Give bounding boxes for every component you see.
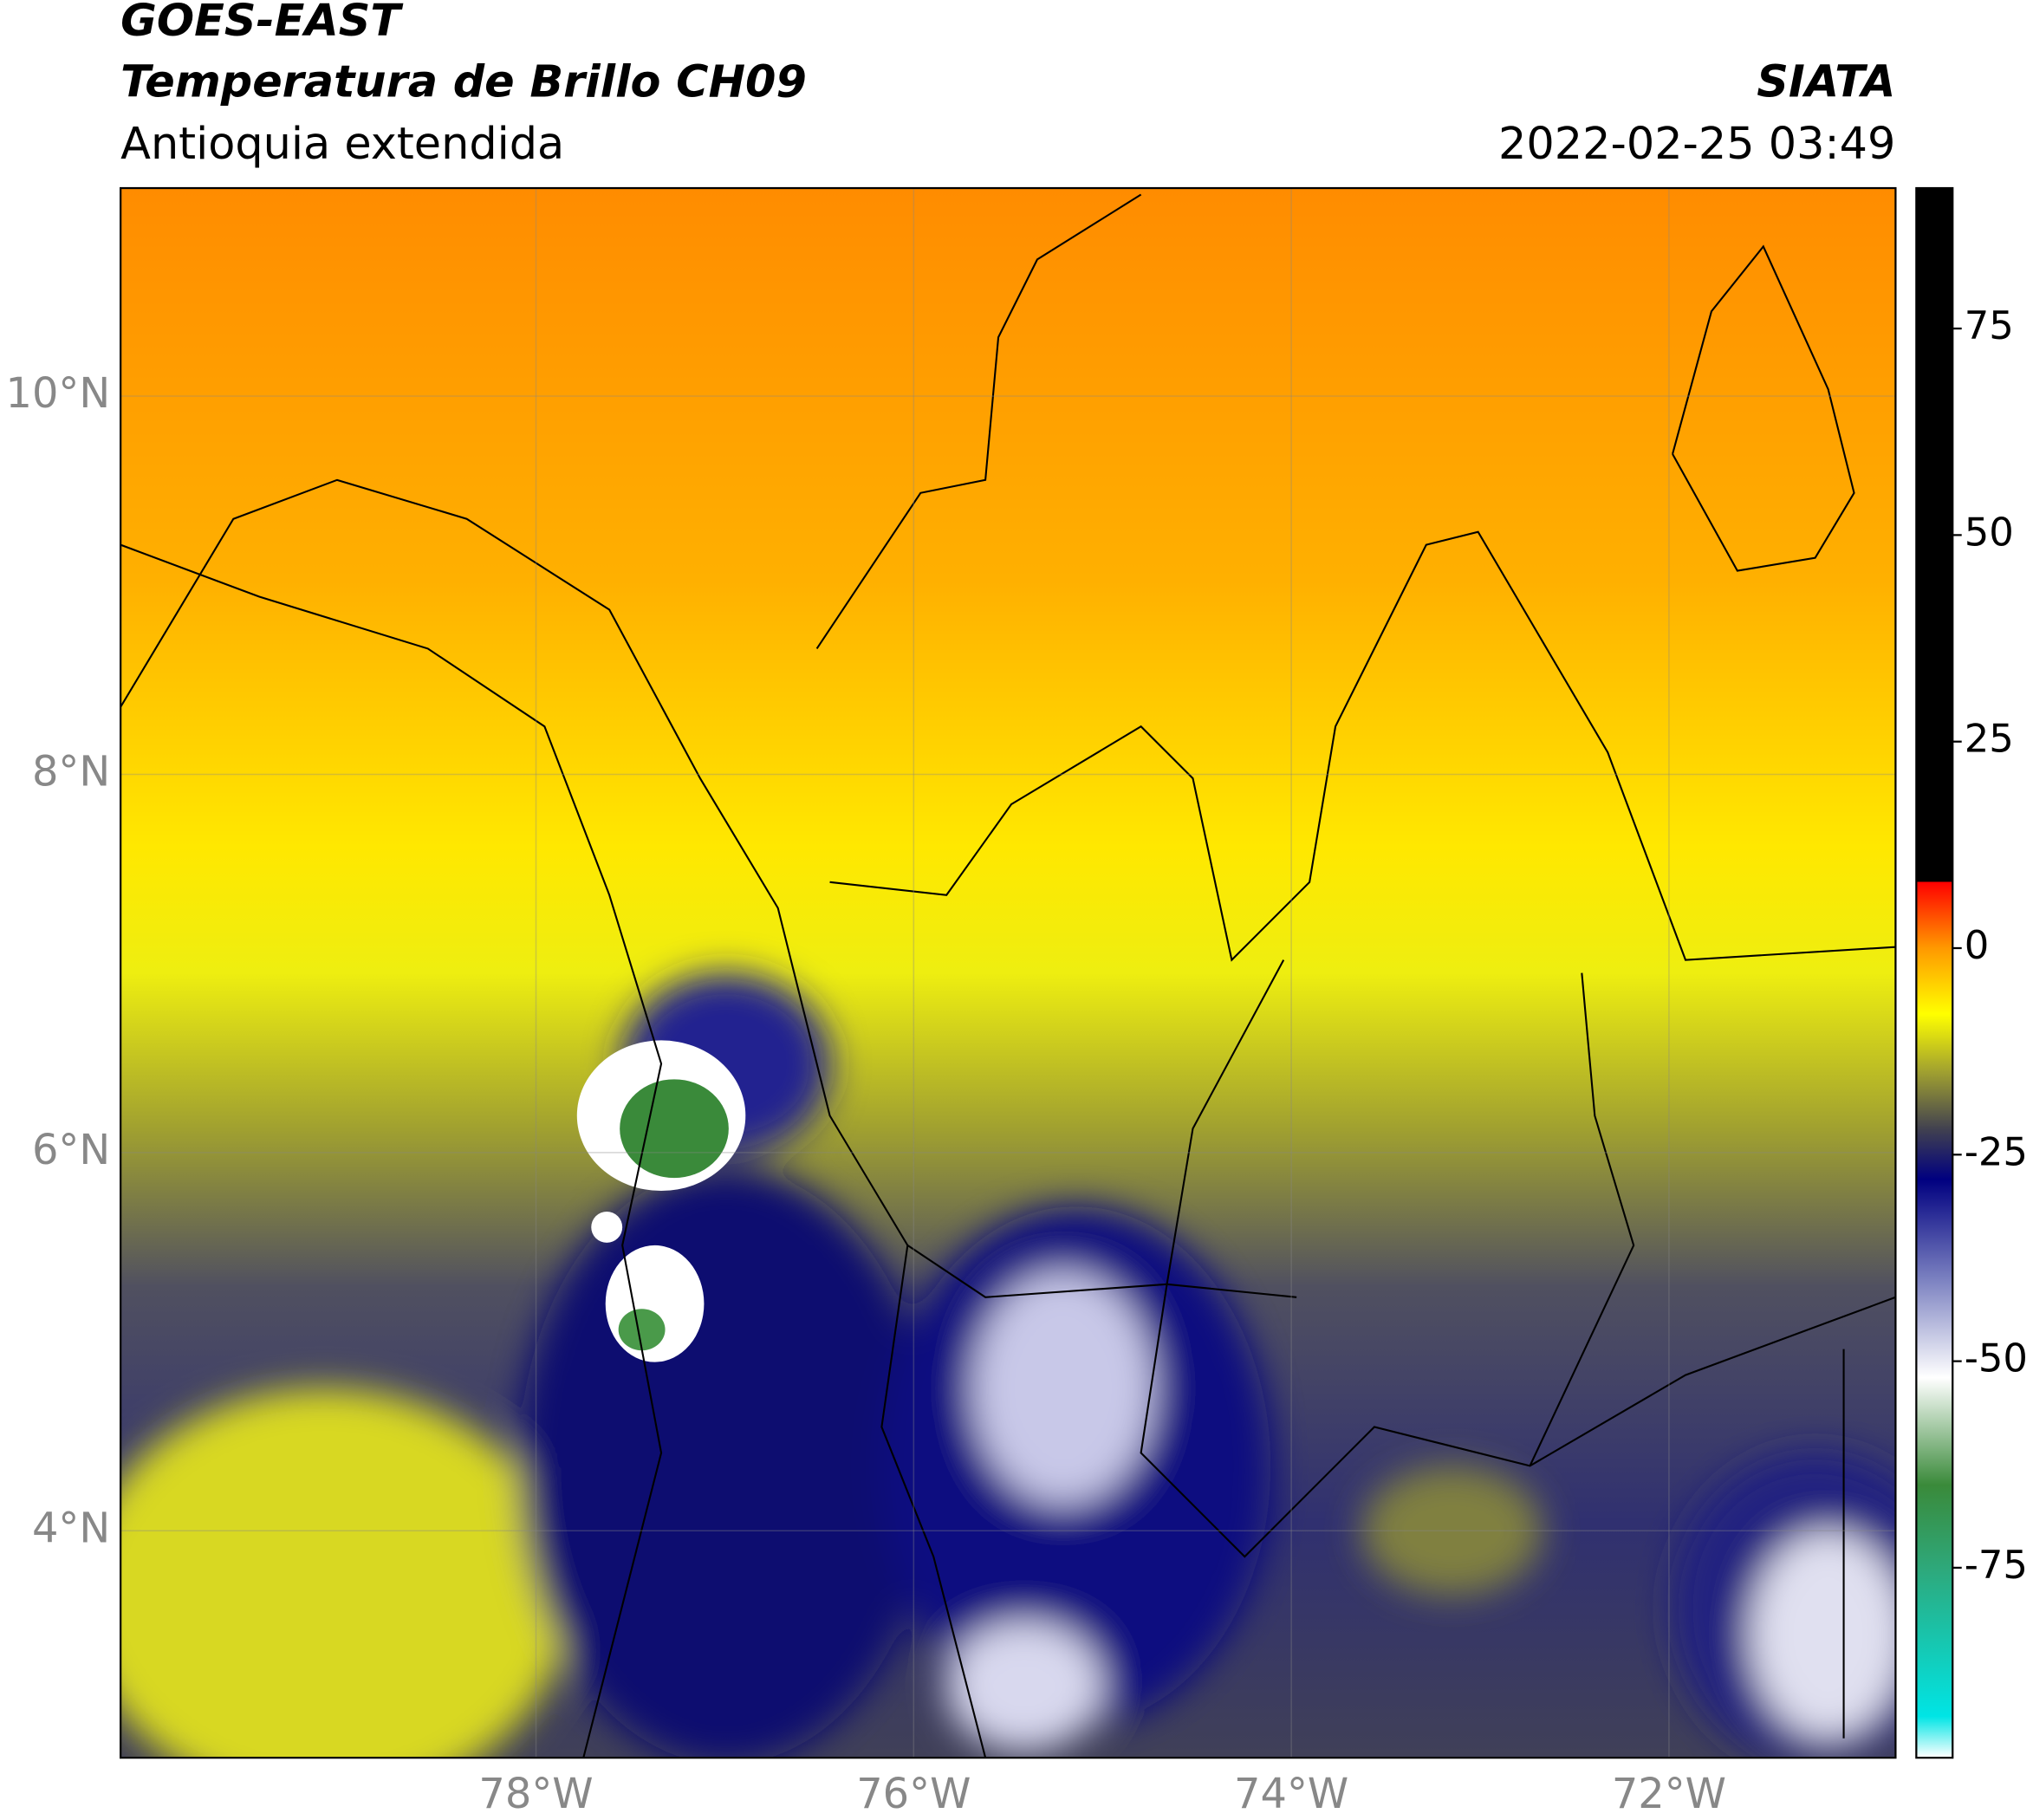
colorbar-frame xyxy=(1915,186,1954,1759)
map-frame xyxy=(120,186,1897,1759)
map-image xyxy=(120,188,1896,1758)
cold-cloud xyxy=(591,1212,623,1243)
title: GOES-EAST xyxy=(120,0,404,46)
axes: 78°W 76°W 74°W 72°W 10°N 8°N 6°N 4°N xyxy=(6,188,1896,1818)
colorbar-tick-label: -50 xyxy=(1965,1336,2028,1381)
x-tick-label: 76°W xyxy=(856,1771,971,1818)
x-tick-label: 74°W xyxy=(1234,1771,1348,1818)
colorbar-tick-label: 50 xyxy=(1965,509,2014,555)
datetime: 2022-02-25 03:49 xyxy=(1498,118,1895,169)
source: SIATA xyxy=(1757,55,1895,107)
colorbar-tick-label: 75 xyxy=(1965,302,2014,348)
colorbar-fill xyxy=(1916,188,1953,1758)
colorbar: 75 50 25 0 -25 -50 -75 xyxy=(1916,188,2028,1758)
y-tick-label: 10°N xyxy=(6,370,111,418)
colorbar-tick-label: 0 xyxy=(1965,922,1990,968)
colorbar-tick-label: -75 xyxy=(1965,1542,2028,1588)
cold-cloud-core xyxy=(620,1079,729,1179)
cold-cloud-core xyxy=(618,1309,666,1351)
colorbar-tick-label: -25 xyxy=(1965,1128,2028,1174)
y-tick-label: 4°N xyxy=(32,1505,110,1552)
subtitle: Temperatura de Brillo CH09 xyxy=(120,55,807,107)
x-tick-label: 78°W xyxy=(478,1771,593,1818)
region: Antioquia extendida xyxy=(120,118,564,169)
borders xyxy=(120,193,1896,1758)
colorbar-tick-label: 25 xyxy=(1965,716,2014,762)
y-tick-label: 6°N xyxy=(32,1127,110,1174)
x-tick-label: 72°W xyxy=(1612,1771,1726,1818)
y-tick-label: 8°N xyxy=(32,748,110,796)
